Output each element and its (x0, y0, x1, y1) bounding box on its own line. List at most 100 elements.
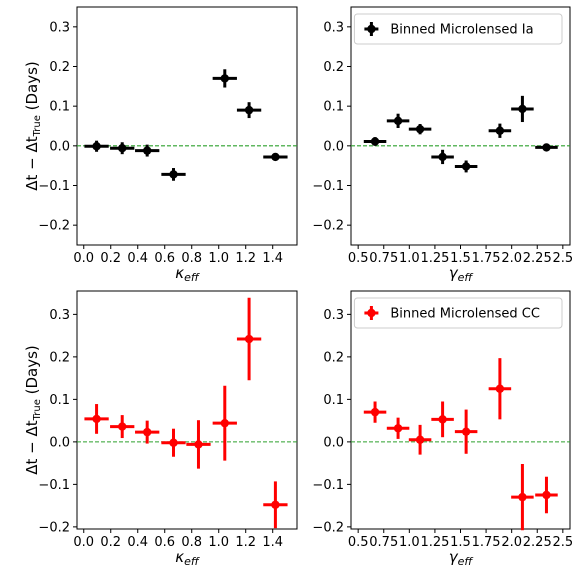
y-tick-label: 0.0 (49, 139, 70, 154)
x-tick-label: 2.5 (552, 535, 573, 550)
x-axis-label: γeff (449, 548, 474, 568)
legend-box (353, 13, 563, 45)
data-point (263, 481, 288, 529)
x-tick-label: 0.6 (154, 535, 175, 550)
data-point (431, 401, 454, 438)
data-point (488, 123, 512, 138)
x-tick-label: 0.6 (154, 251, 175, 266)
x-tick-label: 1.25 (420, 251, 449, 266)
x-tick-label: 1.2 (235, 535, 256, 550)
point-marker (244, 105, 254, 115)
x-tick-label: 0.75 (369, 535, 398, 550)
point-marker (542, 143, 551, 152)
data-point (110, 142, 135, 155)
data-point (212, 385, 237, 461)
point-marker (194, 440, 203, 449)
legend: Binned Microlensed CC (353, 297, 563, 329)
y-tick-label: −0.1 (38, 179, 70, 194)
x-tick-label: 1.4 (262, 251, 283, 266)
y-tick-label: −0.1 (38, 478, 70, 493)
point-marker (495, 384, 505, 393)
x-tick-label: 0.4 (127, 251, 148, 266)
data-point (363, 401, 387, 423)
y-tick-label: −0.2 (38, 219, 70, 234)
x-tick-label: 0.0 (73, 251, 94, 266)
y-tick-label: 0.0 (323, 139, 344, 154)
point-marker (461, 162, 471, 171)
data-point (386, 417, 410, 439)
x-axis-label: κeff (175, 264, 200, 284)
data-point (511, 463, 534, 531)
point-marker (92, 142, 101, 151)
data-point (263, 152, 288, 162)
legend-marker (367, 24, 376, 34)
y-tick-label: 0.0 (49, 435, 70, 450)
data-point (186, 420, 211, 469)
data-point (135, 144, 160, 157)
point-marker (370, 137, 380, 146)
point-marker (461, 427, 471, 436)
y-tick-label: 0.2 (49, 60, 70, 75)
y-tick-label: −0.1 (312, 478, 344, 493)
x-tick-label: 0.2 (100, 535, 121, 550)
point-marker (92, 414, 101, 424)
legend: Binned Microlensed Ia (353, 13, 563, 45)
x-axis-label: γeff (449, 264, 474, 284)
legend-label: Binned Microlensed Ia (390, 23, 533, 38)
x-tick-label: 1.5 (450, 251, 471, 266)
x-tick-label: 1.25 (420, 535, 449, 550)
y-tick-label: −0.2 (312, 520, 344, 535)
data-point (236, 297, 262, 381)
panel-gamma-ia: 0.5 0.75 1.0 1.25 1.5 1.75 2.0 2.25 2.5 −0.2 −0.1 0… (312, 6, 573, 284)
x-axis-label: κeff (175, 548, 200, 568)
y-tick-label: 0.2 (323, 60, 344, 75)
data-point (454, 160, 478, 173)
point-marker (244, 334, 254, 344)
x-tick-label: 1.4 (262, 535, 283, 550)
data-point (84, 404, 109, 434)
point-marker (542, 490, 551, 500)
y-axis-label: Δt − ΔtTrue (Days) (23, 345, 43, 475)
x-tick-label: 2.25 (523, 535, 552, 550)
data-point (488, 358, 512, 420)
y-tick-label: 0.1 (323, 100, 344, 115)
data-point (535, 476, 558, 514)
legend-box (353, 297, 563, 329)
point-marker (415, 124, 425, 134)
point-marker (393, 424, 403, 433)
y-tick-label: 0.1 (323, 393, 344, 408)
point-marker (370, 407, 380, 417)
panel-kappa-cc: 0.0 0.2 0.4 0.6 0.8 1.0 1.2 1.4 −0.2 −0.1 0.0 0.1 0.… (23, 290, 298, 568)
point-marker (271, 152, 280, 162)
x-tick-label: 0.8 (181, 251, 202, 266)
legend-marker (367, 308, 376, 318)
y-tick-label: 0.2 (49, 350, 70, 365)
data-point (386, 113, 410, 128)
x-tick-label: 1.0 (208, 251, 229, 266)
point-marker (169, 438, 178, 447)
point-marker (271, 500, 280, 509)
point-marker (438, 152, 447, 162)
y-tick-label: 0.3 (323, 308, 344, 323)
x-tick-label: 2.0 (501, 251, 522, 266)
x-tick-label: 1.0 (399, 251, 420, 266)
x-tick-label: 1.0 (399, 535, 420, 550)
legend-label: Binned Microlensed CC (390, 307, 540, 322)
x-tick-label: 0.2 (100, 251, 121, 266)
point-marker (438, 415, 447, 424)
x-tick-label: 2.25 (523, 251, 552, 266)
y-tick-label: 0.3 (49, 20, 70, 35)
data-point (454, 409, 478, 454)
x-tick-label: 1.75 (472, 251, 501, 266)
y-tick-label: −0.1 (312, 179, 344, 194)
x-tick-label: 1.2 (235, 251, 256, 266)
point-marker (415, 435, 425, 444)
point-marker (220, 418, 229, 428)
x-tick-label: 0.5 (348, 251, 369, 266)
point-marker (220, 74, 229, 83)
y-tick-label: −0.2 (38, 520, 70, 535)
data-point (161, 428, 186, 457)
point-marker (142, 146, 152, 155)
data-point (408, 124, 432, 135)
